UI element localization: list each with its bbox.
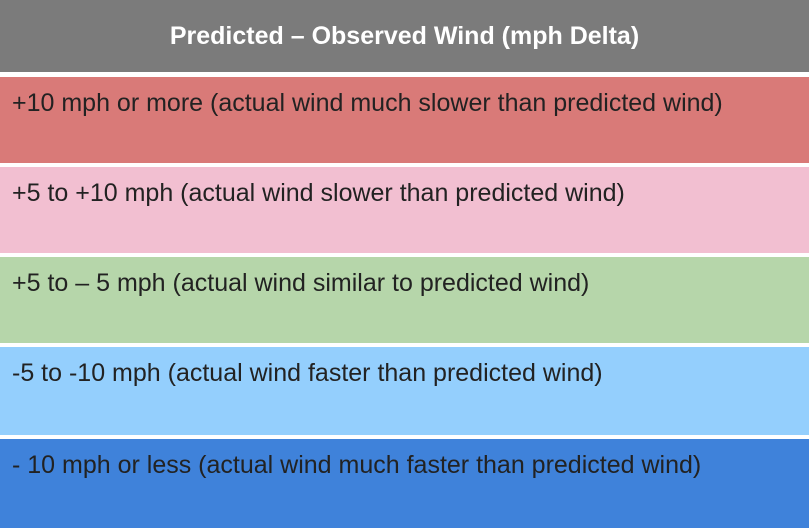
table-row: -5 to -10 mph (actual wind faster than p… — [0, 347, 809, 435]
table-row: - 10 mph or less (actual wind much faste… — [0, 439, 809, 528]
table-row: +5 to +10 mph (actual wind slower than p… — [0, 167, 809, 253]
table-header: Predicted – Observed Wind (mph Delta) — [0, 0, 809, 72]
table-row: +10 mph or more (actual wind much slower… — [0, 77, 809, 163]
table-row: +5 to – 5 mph (actual wind similar to pr… — [0, 257, 809, 343]
